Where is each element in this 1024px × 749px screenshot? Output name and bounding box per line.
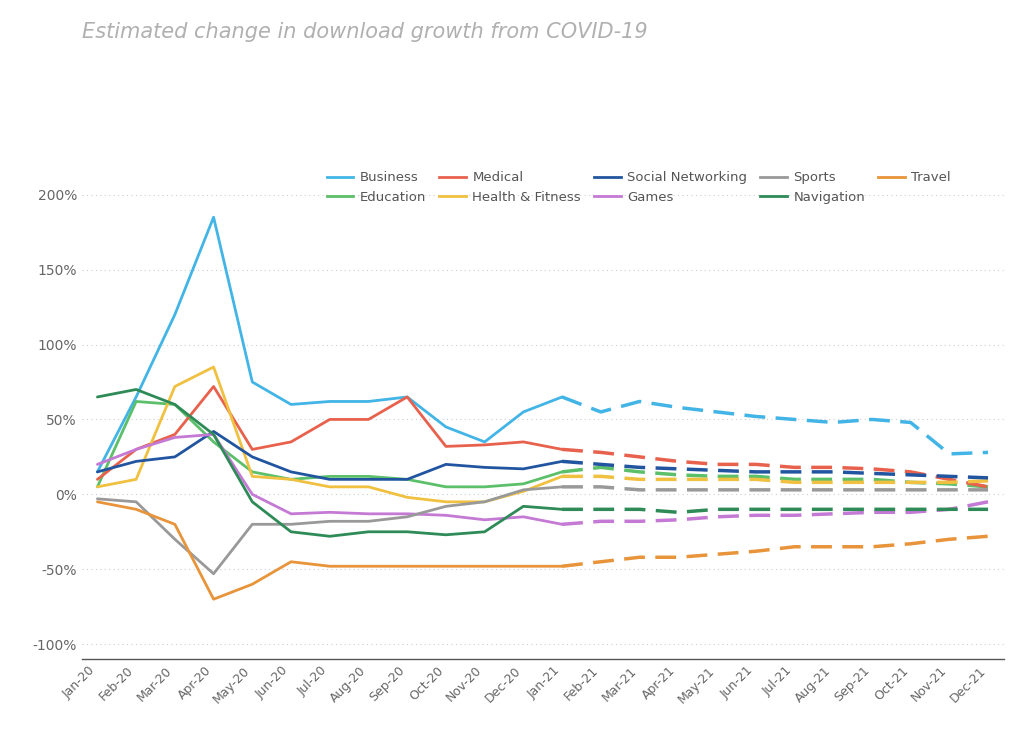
Text: Estimated change in download growth from COVID-19: Estimated change in download growth from…: [82, 22, 647, 43]
Legend: Business, Education, Medical, Health & Fitness, Social Networking, Games, Sports: Business, Education, Medical, Health & F…: [327, 172, 951, 204]
